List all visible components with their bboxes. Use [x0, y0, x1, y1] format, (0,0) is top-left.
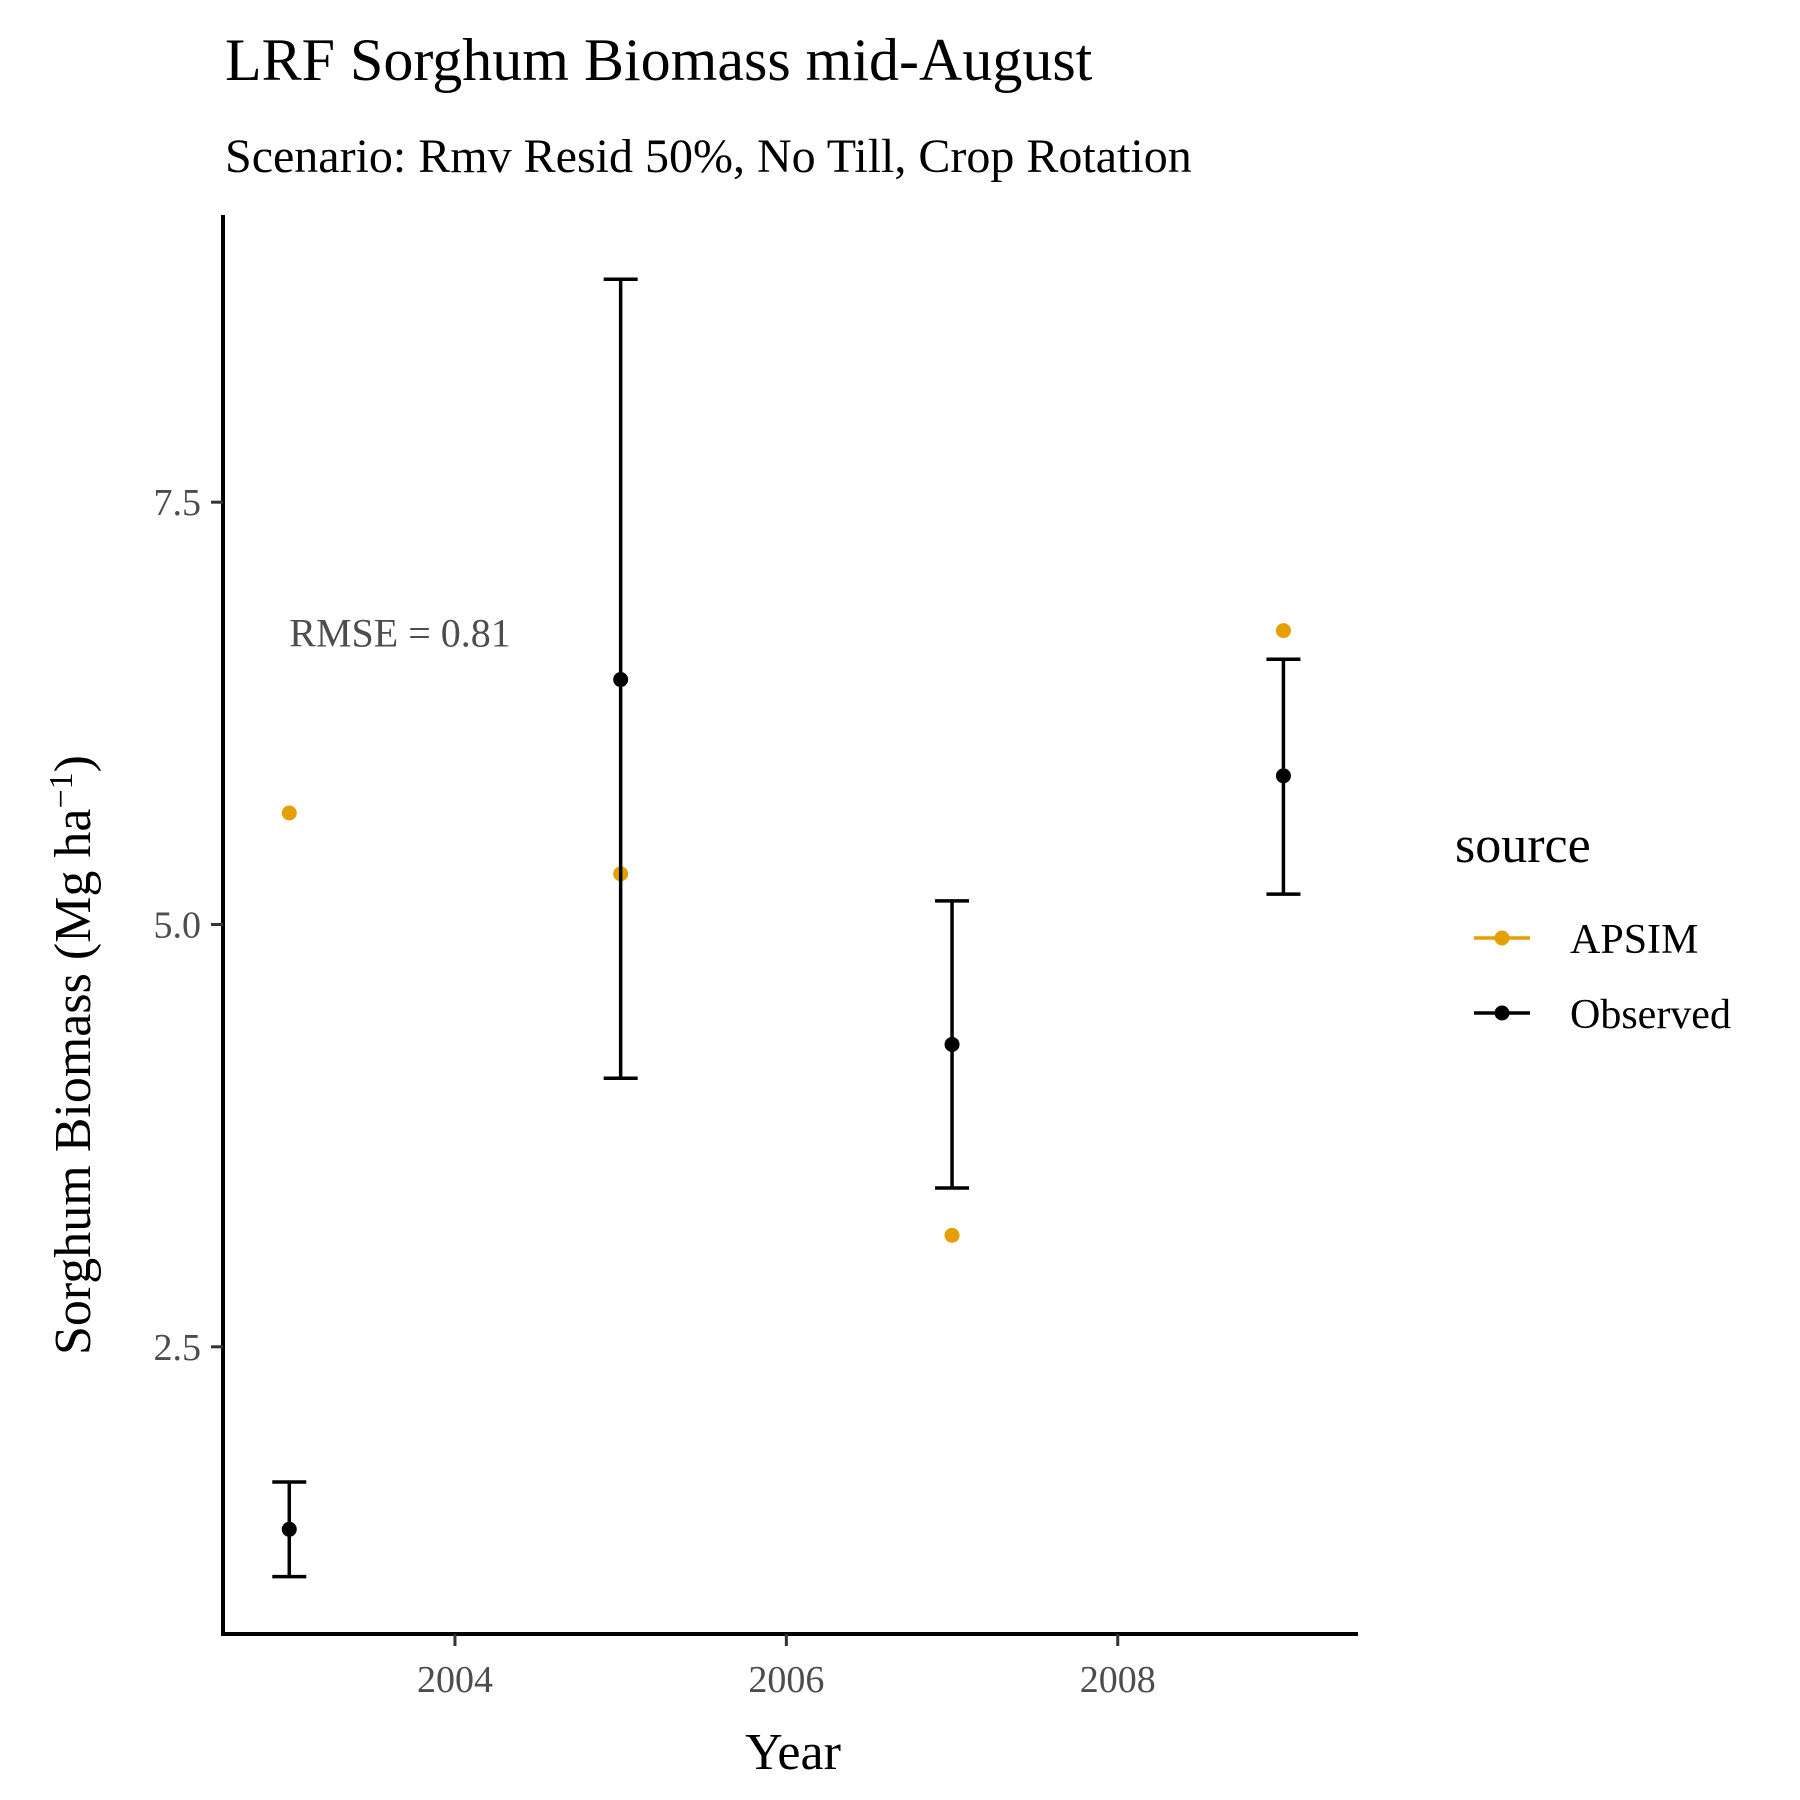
y-axis-title-close: ): [45, 755, 102, 772]
x-tick-label: 2004: [417, 1659, 493, 1701]
point-observed: [281, 1521, 297, 1537]
y-tick-label: 7.5: [154, 482, 202, 524]
chart-title: LRF Sorghum Biomass mid-August: [225, 27, 1093, 93]
point-observed: [1275, 768, 1291, 784]
chart-subtitle: Scenario: Rmv Resid 50%, No Till, Crop R…: [225, 130, 1192, 183]
svg-text:Sorghum Biomass (Mg ha−1): Sorghum Biomass (Mg ha−1): [43, 755, 103, 1355]
point-observed: [944, 1036, 960, 1052]
point-apsim: [281, 805, 297, 821]
point-apsim: [944, 1227, 960, 1243]
legend-label: APSIM: [1570, 917, 1698, 963]
legend-item-apsim: APSIM: [1474, 917, 1698, 963]
legend-label: Observed: [1570, 992, 1731, 1038]
x-tick-label: 2008: [1080, 1659, 1156, 1701]
legend: source APSIM Observed: [1455, 817, 1731, 1038]
y-tick-label: 2.5: [154, 1327, 202, 1369]
rmse-annotation: RMSE = 0.81: [289, 610, 510, 655]
y-axis-title-main: Sorghum Biomass (Mg ha: [45, 809, 102, 1356]
x-tick-label: 2006: [748, 1659, 824, 1701]
legend-item-observed: Observed: [1474, 992, 1731, 1038]
legend-title: source: [1455, 817, 1591, 874]
legend-key-point: [1494, 930, 1510, 946]
y-tick-label: 5.0: [154, 905, 202, 947]
x-axis-title: Year: [745, 1724, 841, 1781]
y-axis-title: Sorghum Biomass (Mg ha−1): [43, 755, 103, 1355]
legend-key-point: [1494, 1005, 1510, 1021]
point-apsim: [1275, 623, 1291, 639]
point-observed: [613, 672, 629, 688]
y-axis-title-superscript: −1: [43, 772, 80, 808]
